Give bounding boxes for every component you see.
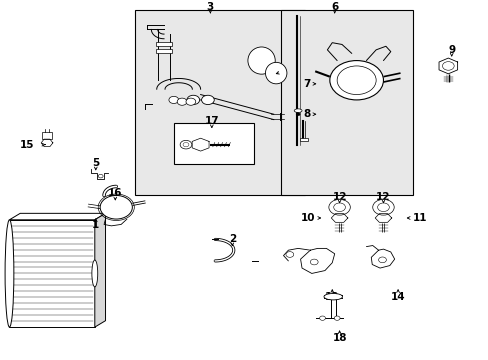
Text: 9: 9	[447, 45, 454, 55]
Circle shape	[378, 257, 386, 263]
Circle shape	[100, 195, 132, 219]
Text: 8: 8	[303, 109, 310, 119]
Circle shape	[296, 113, 300, 116]
Circle shape	[201, 95, 214, 104]
Text: 17: 17	[204, 116, 219, 126]
Ellipse shape	[324, 293, 342, 300]
Text: 10: 10	[300, 213, 315, 223]
Text: 2: 2	[228, 234, 235, 244]
Polygon shape	[192, 138, 209, 151]
Ellipse shape	[5, 220, 14, 327]
Circle shape	[333, 203, 345, 212]
Circle shape	[98, 174, 103, 178]
Text: 11: 11	[412, 213, 427, 223]
Text: 15: 15	[20, 140, 35, 150]
Bar	[156, 49, 172, 53]
Circle shape	[377, 203, 388, 212]
Polygon shape	[300, 248, 334, 274]
Text: 1: 1	[92, 220, 99, 230]
Text: 4: 4	[277, 64, 284, 75]
Ellipse shape	[92, 260, 98, 287]
Text: 12: 12	[375, 192, 390, 202]
Polygon shape	[374, 213, 391, 222]
Polygon shape	[9, 220, 95, 327]
Polygon shape	[9, 213, 105, 220]
Ellipse shape	[294, 109, 302, 112]
Circle shape	[372, 199, 393, 215]
Bar	[135, 10, 305, 195]
Text: 14: 14	[390, 292, 405, 302]
Circle shape	[328, 199, 349, 215]
Bar	[281, 10, 412, 195]
Text: 3: 3	[206, 2, 214, 12]
Polygon shape	[370, 249, 394, 268]
Polygon shape	[95, 213, 105, 327]
Circle shape	[285, 252, 293, 257]
Bar	[156, 42, 172, 46]
Text: 16: 16	[108, 188, 122, 198]
Circle shape	[442, 62, 453, 70]
Circle shape	[168, 96, 178, 104]
Text: 12: 12	[332, 192, 346, 202]
Polygon shape	[41, 139, 53, 147]
Circle shape	[329, 60, 383, 100]
Circle shape	[333, 316, 339, 320]
Bar	[42, 132, 52, 139]
Text: 7: 7	[303, 79, 310, 89]
Circle shape	[186, 95, 199, 104]
Circle shape	[180, 140, 191, 149]
Polygon shape	[438, 58, 457, 74]
Circle shape	[310, 259, 318, 265]
Circle shape	[183, 143, 188, 147]
Circle shape	[177, 98, 186, 105]
Text: 13: 13	[325, 292, 339, 302]
Polygon shape	[330, 213, 347, 222]
Circle shape	[319, 316, 325, 320]
Ellipse shape	[247, 47, 275, 74]
Text: 5: 5	[92, 158, 99, 167]
Circle shape	[336, 66, 375, 95]
Bar	[299, 138, 308, 141]
Bar	[173, 123, 254, 164]
Text: 18: 18	[332, 333, 346, 343]
Ellipse shape	[265, 62, 286, 84]
Circle shape	[185, 98, 195, 105]
Text: 6: 6	[330, 2, 338, 12]
